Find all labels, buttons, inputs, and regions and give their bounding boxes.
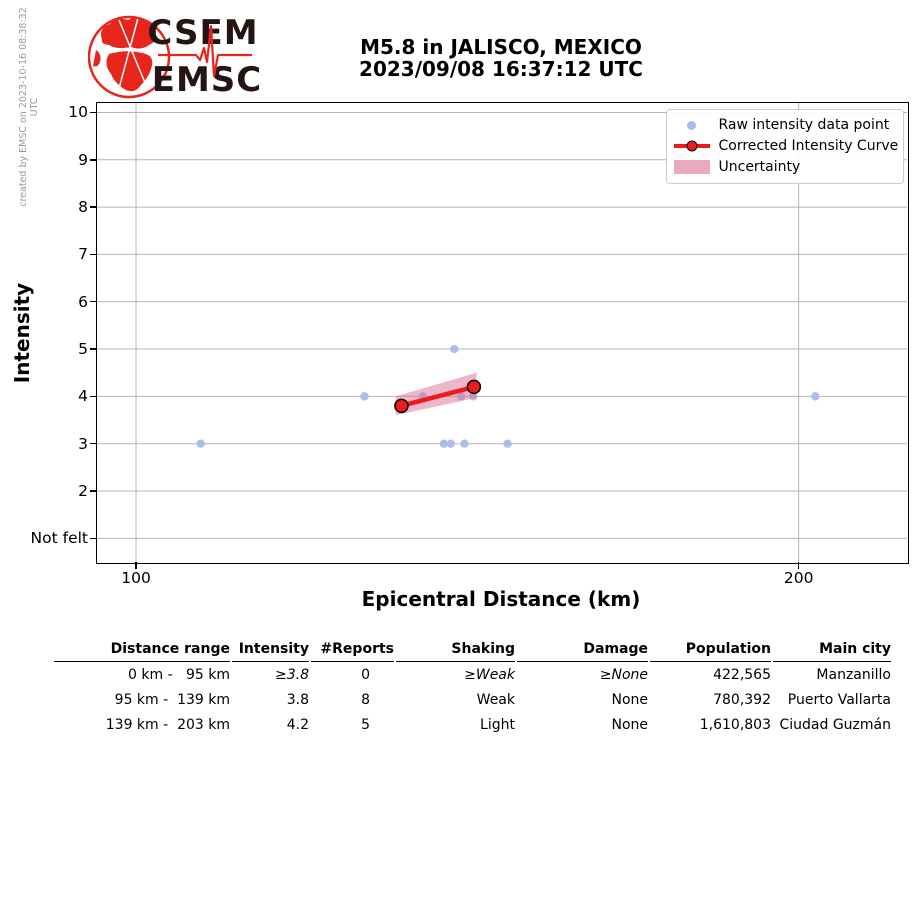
legend-item: Corrected Intensity Curve [673, 136, 899, 157]
raw-point-swatch [687, 120, 696, 130]
table-row: 139 km - 203 km 4.2 5 Light None 1,610,803 Ciu… [54, 712, 891, 737]
impact-table-body: 0 km - 95 km ≥3.8 0 ≥Weak ≥None 422,565 Manzan… [54, 662, 891, 737]
impact-table-header: Distance range Intensity #Reports Shaking Da… [54, 638, 891, 662]
table-cell: 1,610,803 [699, 716, 771, 733]
table-cell: Light [480, 716, 515, 733]
raw-intensity-point [449, 344, 458, 353]
uncertainty-patch-icon [673, 160, 711, 174]
table-header-row: Distance range Intensity #Reports Shaking Da… [54, 638, 891, 662]
raw-intensity-point [196, 439, 205, 448]
raw-intensity-point [459, 439, 469, 448]
chart-canvas [96, 102, 907, 562]
logo-text-csem: CSEM [147, 13, 258, 53]
curve-marker [466, 379, 481, 394]
column-header: Population [650, 638, 771, 662]
column-header: Main city [773, 638, 891, 662]
table-cell: 5 [361, 716, 370, 733]
x-axis-label: Epicentral Distance (km) [361, 587, 641, 611]
curve-marker [393, 398, 409, 413]
table-cell: 422,565 [713, 666, 771, 683]
column-header: Distance range [54, 638, 230, 662]
legend-item: Uncertainty [673, 157, 897, 178]
raw-point-marker-icon [673, 120, 711, 130]
table-cell: Puerto Vallarta [787, 691, 891, 708]
raw-intensity-point [502, 439, 512, 448]
table-cell: 4.2 [286, 716, 309, 733]
table-cell: 0 [361, 666, 370, 683]
table-cell: 780,392 [713, 691, 771, 708]
table-cell: Ciudad Guzmán [779, 716, 891, 733]
logo-text-emsc: EMSC [152, 60, 260, 100]
title-line1: M5.8 in JALISCO, MEXICO [360, 35, 642, 59]
impact-table: Distance range Intensity #Reports Shaking Da… [52, 638, 893, 737]
legend-label: Raw intensity data point [718, 117, 890, 133]
uncertainty-band [395, 372, 477, 415]
curve-swatch [673, 140, 710, 152]
y-tick-mark [90, 253, 97, 256]
y-tick-label: Not felt [30, 529, 88, 548]
globe-icon [87, 15, 171, 99]
table-cell: 3.8 [286, 691, 309, 708]
corrected-intensity-curve [400, 384, 475, 408]
emsc-logo-graphic: CSEM EMSC [87, 13, 261, 100]
table-cell: 139 km - 203 km [105, 716, 230, 733]
y-tick-label: 9 [78, 150, 88, 169]
curve-marker-icon [673, 140, 711, 152]
page-title: M5.8 in JALISCO, MEXICO 2023/09/08 16:37… [300, 36, 702, 80]
table-cell: Weak [476, 691, 515, 708]
table-row: 0 km - 95 km ≥3.8 0 ≥Weak ≥None 422,565 Manzan… [54, 662, 891, 687]
raw-intensity-point [810, 391, 819, 401]
raw-intensity-point [446, 439, 455, 448]
table-cell: ≥3.8 [275, 666, 309, 683]
emsc-logo: CSEM EMSC [87, 10, 261, 102]
y-tick-mark [90, 348, 97, 350]
curve-marker-swatch [686, 140, 697, 152]
y-tick-label: 3 [78, 434, 88, 453]
y-tick-mark [90, 442, 97, 445]
y-tick-label: 2 [78, 482, 88, 501]
table-row: 95 km - 139 km 3.8 8 Weak None 780,392 Puerto … [54, 687, 891, 712]
y-tick-label: 10 [68, 103, 88, 122]
x-tick-mark [135, 562, 137, 569]
y-tick-mark [90, 111, 97, 114]
y-tick-mark [90, 159, 97, 161]
y-tick-mark [90, 490, 97, 492]
chart-legend: Raw intensity data point Corrected Intens… [665, 108, 904, 184]
y-tick-mark [90, 206, 97, 208]
raw-intensity-point [359, 391, 369, 401]
table-cell: None [611, 691, 648, 708]
legend-label: Uncertainty [718, 159, 801, 175]
legend-label: Corrected Intensity Curve [718, 138, 899, 154]
table-cell: None [611, 716, 648, 733]
y-tick-mark [90, 300, 97, 303]
y-tick-label: 7 [78, 245, 88, 264]
x-tick-mark [797, 562, 800, 569]
column-header: Intensity [232, 638, 309, 662]
legend-item: Raw intensity data point [673, 115, 897, 136]
x-tick-label: 200 [783, 569, 814, 587]
raw-intensity-point [439, 439, 448, 448]
table-cell: 0 km - 95 km [128, 666, 230, 683]
seismogram-icon [158, 24, 252, 78]
table-cell: Manzanillo [816, 666, 891, 683]
column-header: #Reports [311, 638, 394, 662]
column-header: Shaking [396, 638, 515, 662]
y-tick-mark [90, 395, 97, 398]
intensity-chart: Raw intensity data point Corrected Intens… [95, 101, 909, 564]
y-tick-label: 6 [78, 292, 88, 311]
y-tick-label: 5 [78, 340, 88, 359]
table-cell: ≥None [599, 666, 648, 683]
x-tick-label: 100 [121, 569, 151, 587]
y-tick-label: 4 [78, 387, 88, 406]
table-cell: ≥Weak [464, 666, 515, 683]
uncertainty-swatch [673, 160, 710, 174]
y-tick-mark [90, 537, 97, 540]
title-line2: 2023/09/08 16:37:12 UTC [359, 57, 643, 81]
y-tick-label: 8 [78, 198, 88, 217]
column-header: Damage [517, 638, 648, 662]
table-cell: 95 km - 139 km [114, 691, 230, 708]
table-cell: 8 [361, 691, 370, 708]
